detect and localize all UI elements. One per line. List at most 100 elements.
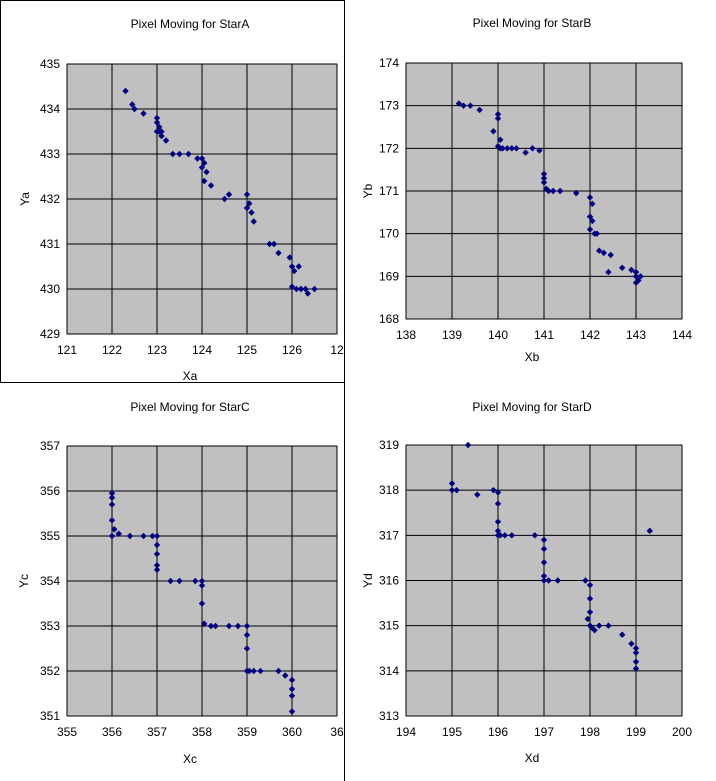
x-tick-label: 358 [192, 725, 212, 739]
scatter-chart-star-a: 121 122 123 124 125 126 12 429 430 431 432 433 434 43… [18, 17, 344, 383]
x-tick-label: 124 [192, 343, 212, 357]
data-point [149, 532, 156, 540]
data-point [257, 667, 264, 675]
y-axis-label: Yd [361, 573, 375, 588]
y-tick-label: 357 [40, 439, 60, 453]
data-point [499, 145, 506, 152]
data-point [108, 490, 116, 497]
data-point [448, 480, 456, 487]
data-point [282, 672, 289, 679]
y-tick-label: 351 [40, 709, 60, 723]
y-tick-label: 168 [379, 312, 399, 326]
data-point [234, 622, 242, 630]
y-tick-label: 316 [379, 574, 399, 588]
x-tick-label: 198 [580, 725, 600, 739]
y-axis-label: Ya [18, 192, 32, 206]
data-point [192, 577, 199, 585]
y-tick-label: 355 [40, 529, 60, 543]
data-point [494, 111, 502, 118]
data-point [540, 175, 548, 182]
y-tick-label: 313 [379, 709, 399, 723]
x-tick-label: 122 [102, 343, 122, 357]
data-point [243, 622, 251, 630]
data-point [288, 685, 296, 693]
data-point [221, 195, 228, 203]
x-tick-label: 125 [237, 343, 257, 357]
data-point [140, 110, 147, 117]
data-point [529, 145, 536, 152]
x-tick-label: 199 [626, 725, 646, 739]
y-tick-label: 317 [379, 528, 399, 542]
data-point [632, 279, 640, 286]
data-point [586, 194, 594, 201]
y-axis-label: Yc [17, 574, 31, 588]
data-point [198, 164, 206, 171]
data-point [464, 441, 472, 449]
chart-panel-star-b: 138 139 140 141 142 143 144 168 169 170 171 172 173 1… [344, 0, 716, 383]
data-point [297, 285, 305, 293]
data-point [288, 283, 296, 290]
x-tick-label: 141 [534, 328, 554, 342]
data-point [586, 608, 594, 616]
y-tick-label: 354 [40, 574, 60, 588]
x-tick-label: 200 [672, 725, 692, 739]
data-point [540, 179, 548, 186]
data-point [288, 676, 296, 684]
data-point [586, 226, 594, 233]
data-point [460, 102, 467, 109]
data-point [108, 501, 116, 508]
data-point [131, 105, 138, 113]
data-point [632, 268, 640, 276]
scatter-chart-star-d: 194 195 196 197 198 199 200 313 314 315 316 317 318 3… [361, 400, 692, 765]
data-point [270, 240, 278, 248]
data-point [108, 532, 116, 540]
data-point [628, 266, 635, 274]
data-point [156, 128, 163, 135]
data-point [266, 240, 273, 248]
data-point [504, 145, 511, 152]
y-axis-label: Yb [361, 183, 375, 198]
data-point [250, 667, 257, 675]
data-point [288, 263, 296, 270]
data-point [545, 577, 552, 584]
data-point [108, 517, 116, 524]
y-tick-label: 434 [40, 102, 60, 116]
chart-title: Pixel Moving for StarD [472, 400, 592, 414]
chart-panel-star-c: 355 356 357 358 359 360 36 351 352 353 354 355 356 35… [0, 383, 345, 781]
data-point [248, 209, 255, 216]
chart-panel-star-a: 121 122 123 124 125 126 12 429 430 431 432 433 434 43… [0, 0, 345, 383]
y-tick-label: 173 [379, 99, 399, 113]
x-tick-label: 140 [488, 328, 508, 342]
data-point [632, 645, 640, 652]
data-point [540, 577, 548, 584]
data-point [156, 123, 163, 131]
x-tick-label: 143 [626, 328, 646, 342]
data-point [153, 566, 161, 573]
chart-title: Pixel Moving for StarB [473, 16, 592, 30]
data-point [494, 489, 502, 496]
x-tick-label: 138 [396, 328, 416, 342]
data-point [111, 526, 118, 533]
data-point [212, 622, 219, 630]
data-point [490, 486, 497, 494]
data-point [246, 200, 253, 207]
data-point [126, 532, 134, 540]
data-point [476, 106, 483, 114]
y-tick-label: 174 [379, 56, 399, 70]
y-tick-label: 171 [379, 184, 399, 198]
data-point [293, 285, 300, 293]
data-point [291, 267, 298, 275]
data-point [243, 191, 251, 198]
data-point [494, 115, 502, 122]
data-point [275, 667, 282, 675]
data-point [632, 273, 640, 280]
data-point [605, 268, 612, 276]
y-tick-label: 431 [40, 237, 60, 251]
x-tick-label: 123 [147, 343, 167, 357]
data-point [153, 562, 161, 569]
data-point [302, 285, 309, 293]
data-point [455, 100, 463, 107]
scatter-chart-star-b: 138 139 140 141 142 143 144 168 169 170 171 172 173 1… [361, 16, 692, 364]
data-point [162, 137, 170, 144]
x-tick-label: 194 [396, 725, 416, 739]
